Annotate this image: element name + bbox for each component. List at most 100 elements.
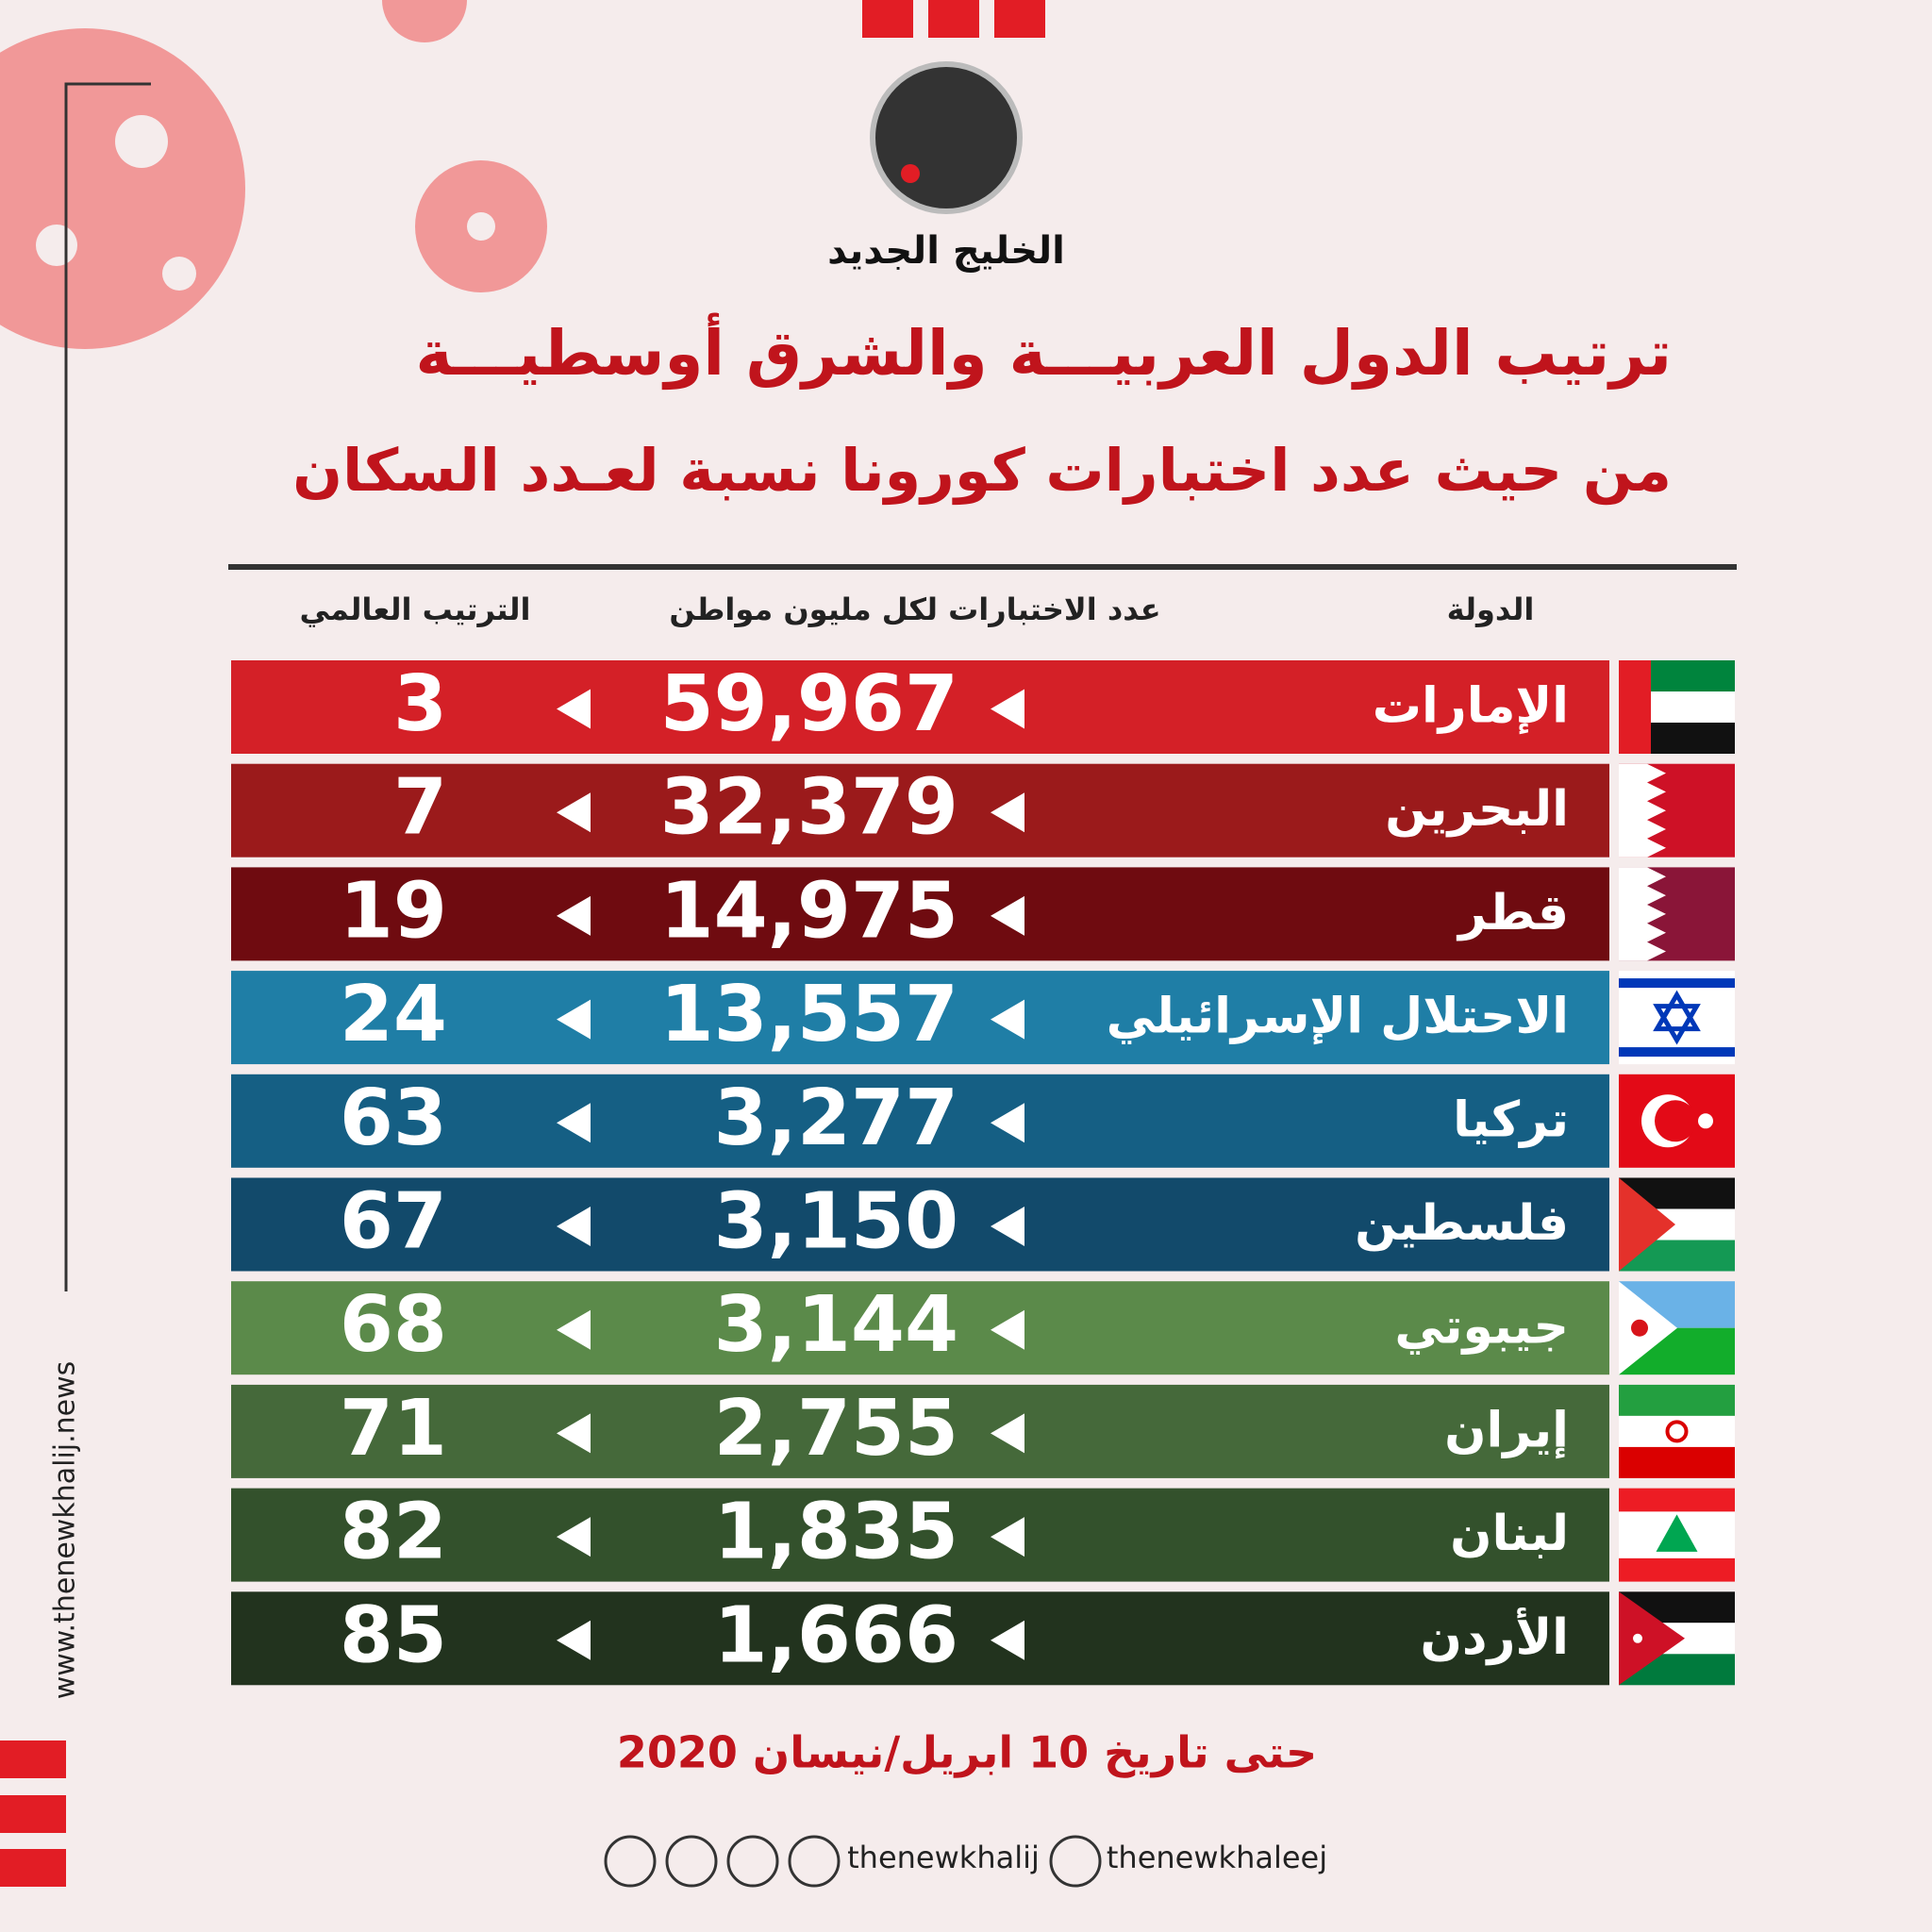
flag [1619, 1488, 1735, 1582]
tests-per-million: 3,150 [714, 1176, 958, 1266]
table-rows: الإمارات 59,967 3 البحرين 32,379 7 قطر 14,975 19… [231, 659, 1735, 1686]
social-handle: thenewkhalij [847, 1840, 1040, 1875]
world-rank: 82 [340, 1488, 447, 1577]
tests-per-million: 1,835 [714, 1488, 958, 1577]
table-row: إيران 2,755 71 [231, 1384, 1735, 1478]
country-name: تركيا [1453, 1091, 1569, 1148]
flag [1619, 1074, 1735, 1168]
country-name: البحرين [1385, 781, 1569, 838]
arrow [557, 792, 591, 833]
table-row: قطر 14,975 19 [231, 866, 1735, 961]
world-rank: 7 [393, 763, 447, 853]
world-rank: 67 [340, 1176, 447, 1266]
table-row: فلسطين 3,150 67 [231, 1176, 1735, 1272]
tests-per-million: 32,379 [660, 763, 958, 853]
world-rank: 24 [340, 970, 447, 1059]
flag-part [1619, 1446, 1735, 1478]
world-rank: 68 [340, 1280, 447, 1370]
world-rank: 19 [340, 866, 447, 956]
flag [1619, 1591, 1735, 1686]
flag-part [1619, 763, 1666, 858]
row-background [231, 1488, 1609, 1582]
row-background [231, 971, 1609, 1065]
row-background [231, 660, 1609, 754]
row-background [231, 1177, 1609, 1272]
date-note: حتى تاريخ 10 ابريل/نيسان 2020 [617, 1727, 1317, 1778]
row-background [231, 867, 1609, 961]
social-handle: thenewkhaleej [1107, 1840, 1327, 1875]
arrow [991, 1207, 1024, 1246]
flag-part [1619, 1177, 1675, 1272]
row-background [231, 763, 1609, 858]
flag-part [1653, 1004, 1701, 1045]
arrow [557, 1413, 591, 1454]
tests-per-million: 13,557 [660, 970, 958, 1059]
flag-part [1619, 1591, 1685, 1686]
arrow [557, 1517, 591, 1557]
world-rank: 3 [393, 659, 447, 749]
flag [1619, 1281, 1735, 1375]
flag-part [1619, 1488, 1735, 1512]
country-name: قطر [1456, 885, 1569, 941]
subtitle: من حيث عدد اختبارات كورونا نسبة لعـدد ال… [292, 436, 1672, 505]
table-row: الاحتلال الإسرائيلي 13,557 24 [231, 970, 1735, 1065]
tests-per-million: 3,277 [714, 1074, 958, 1163]
flag-part [1631, 1319, 1648, 1337]
table-row: جيبوتي 3,144 68 [231, 1280, 1735, 1375]
country-name: الاحتلال الإسرائيلي [1107, 989, 1569, 1045]
country-name: فلسطين [1355, 1195, 1569, 1252]
world-rank: 85 [340, 1591, 447, 1680]
tests-per-million: 14,975 [660, 866, 958, 956]
country-name: الإمارات [1373, 678, 1569, 735]
social-icons [604, 1835, 1102, 1888]
flag-part [1619, 1384, 1735, 1416]
tests-per-million: 3,144 [714, 1280, 958, 1370]
flag-part [1619, 978, 1735, 989]
column-header: عدد الاختبارات لكل مليون مواطن [669, 591, 1160, 627]
column-header: الدولة [1447, 591, 1535, 627]
flag-part [1633, 1633, 1642, 1643]
column-header: الترتيب العالمي [300, 591, 531, 627]
title: ترتيب الدول العربيـــة والشرق أوسطيـــة [416, 312, 1672, 391]
world-rank: 71 [340, 1384, 447, 1474]
arrow [557, 689, 591, 729]
arrow [991, 1103, 1024, 1143]
table-row: الأردن 1,666 85 [231, 1591, 1735, 1686]
arrow [991, 999, 1024, 1040]
flag [1619, 763, 1735, 858]
flag-part [1655, 1100, 1696, 1142]
flag-part [1698, 1113, 1713, 1129]
flag [1619, 867, 1735, 961]
row-background [231, 1281, 1609, 1375]
flag-part [1619, 867, 1666, 961]
tests-per-million: 1,666 [714, 1591, 958, 1680]
arrow [557, 1309, 591, 1350]
country-name: إيران [1444, 1402, 1569, 1458]
logo-text: الخليج الجديد [827, 229, 1065, 273]
table-row: تركيا 3,277 63 [231, 1074, 1735, 1168]
side-bars [0, 1740, 66, 1887]
logo [870, 61, 1023, 214]
flag [1619, 971, 1735, 1065]
country-name: جيبوتي [1394, 1299, 1569, 1356]
arrow [991, 792, 1024, 833]
flag-part [1665, 1420, 1689, 1443]
flag [1619, 660, 1735, 754]
tests-per-million: 2,755 [714, 1384, 958, 1474]
flag-part [1619, 1557, 1735, 1582]
top-bars [862, 0, 1045, 38]
arrow [991, 1309, 1024, 1350]
flag [1619, 1177, 1735, 1272]
arrow [991, 689, 1024, 729]
arrow [557, 1620, 591, 1660]
flag-part [1653, 990, 1701, 1032]
table-row: لبنان 1,835 82 [231, 1488, 1735, 1582]
arrow [991, 1517, 1024, 1557]
flag [1619, 1384, 1735, 1478]
arrow [557, 1103, 591, 1143]
country-name: الأردن [1420, 1607, 1569, 1666]
world-rank: 63 [340, 1074, 447, 1163]
table-row: البحرين 32,379 7 [231, 763, 1735, 858]
